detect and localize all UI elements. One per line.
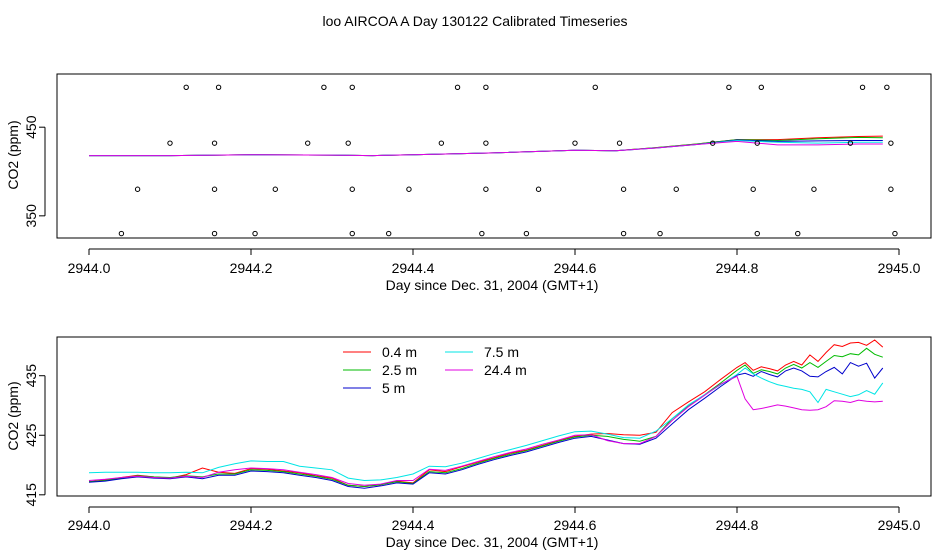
legend: 0.4 m 2.5 m 5 m 7.5 m 24.4 m [343,344,527,396]
y-tick-label: 415 [23,483,39,507]
x-tick-label: 2944.2 [230,260,273,276]
data-point [620,230,627,237]
x-tick-label: 2945.0 [878,260,921,276]
data-point [211,186,218,192]
data-point [406,186,412,192]
data-point [483,140,489,146]
data-point [620,186,627,192]
bottom-series-lines [88,339,884,489]
data-point [754,230,760,237]
data-point [726,84,732,90]
bottom-x-axis-label: Day since Dec. 31, 2004 (GMT+1) [386,534,599,550]
x-tick-label: 2944.4 [392,260,435,276]
y-tick-label: 435 [23,364,39,388]
top-y-axis-label: CO2 (ppm) [5,120,21,189]
series-line [88,339,884,488]
data-point [888,140,894,146]
series-line [88,361,884,489]
x-tick-label: 2944.6 [554,517,597,533]
data-point [847,140,854,146]
bottom-panel: 2944.0 2944.2 2944.4 2944.6 2944.8 2945.0 415… [5,336,932,550]
x-tick-label: 2944.4 [392,517,435,533]
series-line [89,140,883,157]
data-point [673,186,679,192]
legend-label: 0.4 m [382,344,417,360]
data-point [811,186,817,192]
data-point [438,140,445,146]
data-point [616,140,623,146]
data-point [252,230,258,237]
data-point [321,84,327,90]
data-point [305,140,311,146]
bottom-y-axis-label: CO2 (ppm) [5,381,21,450]
data-point [884,84,890,90]
x-tick-label: 2944.0 [68,260,111,276]
data-point [535,186,542,192]
data-point [183,84,189,90]
top-points [118,84,898,237]
legend-label: 7.5 m [484,344,519,360]
data-point [754,140,760,146]
top-plot-frame [56,73,932,239]
data-point [892,230,898,237]
data-point [795,230,801,237]
data-point [211,140,218,146]
data-point [479,230,485,237]
bottom-y-axis: 415 425 435 [23,364,46,507]
data-point [349,186,355,192]
data-point [215,84,222,90]
data-point [758,84,764,90]
x-tick-label: 2944.0 [68,517,111,533]
legend-label: 24.4 m [484,362,527,378]
top-series-lines [89,135,883,157]
data-point [118,230,125,237]
x-tick-label: 2944.8 [716,260,759,276]
top-y-axis: 350 450 [23,115,46,228]
y-tick-label: 450 [23,115,39,139]
data-point [710,140,716,146]
y-tick-label: 425 [23,423,39,447]
series-line [88,347,883,488]
data-point [349,84,355,90]
data-point [657,230,663,237]
bottom-x-axis: 2944.0 2944.2 2944.4 2944.6 2944.8 2945.0 [68,506,921,533]
data-point [386,230,392,237]
data-point [167,140,173,146]
data-point [134,186,141,192]
legend-label: 5 m [382,380,405,396]
data-point [483,186,489,192]
y-tick-label: 350 [23,204,39,228]
top-panel: 2944.0 2944.2 2944.4 2944.6 2944.8 2945.0 350… [5,73,932,293]
top-x-axis-label: Day since Dec. 31, 2004 (GMT+1) [386,277,599,293]
bottom-plot-frame [56,336,932,497]
data-point [523,230,530,237]
data-point [750,186,756,192]
chart-title: loo AIRCOA A Day 130122 Calibrated Times… [322,13,627,29]
series-line [88,375,883,486]
data-point [345,140,351,146]
data-point [888,186,894,192]
legend-label: 2.5 m [382,362,417,378]
data-point [349,230,355,237]
x-tick-label: 2944.2 [230,517,273,533]
data-point [483,84,489,90]
data-point [859,84,866,90]
data-point [211,230,218,237]
x-tick-label: 2944.6 [554,260,597,276]
series-line [88,367,884,482]
top-x-axis: 2944.0 2944.2 2944.4 2944.6 2944.8 2945.0 [68,248,921,276]
x-tick-label: 2945.0 [878,517,921,533]
data-point [592,84,598,90]
data-point [572,140,578,146]
x-tick-label: 2944.8 [716,517,759,533]
data-point [272,186,278,192]
data-point [454,84,461,90]
